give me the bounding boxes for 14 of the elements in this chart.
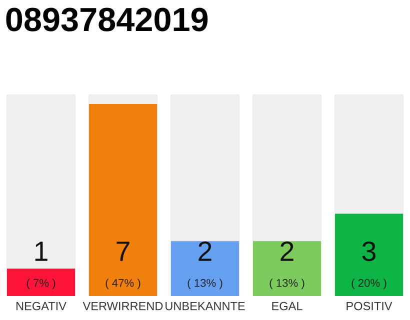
data-label: 2 ( 13% ) [270, 241, 304, 290]
bar [170, 241, 240, 296]
x-tick-label: POSITIV [346, 302, 392, 310]
bar [252, 241, 322, 296]
x-tick-label: NEGATIV [16, 302, 66, 310]
data-label: 7 ( 47% ) [106, 242, 140, 290]
data-label: 1 ( 7% ) [26, 242, 56, 290]
data-label: 3 ( 20% ) [352, 241, 386, 290]
data-label: 2 ( 13% ) [188, 241, 222, 290]
chart-title: 08937842019 [6, 8, 208, 32]
x-tick-label: VERWIRREND [82, 302, 163, 310]
x-tick-label: UNBEKANNTE [166, 302, 245, 310]
bar [6, 268, 76, 296]
x-tick-label: EGAL [272, 302, 302, 310]
